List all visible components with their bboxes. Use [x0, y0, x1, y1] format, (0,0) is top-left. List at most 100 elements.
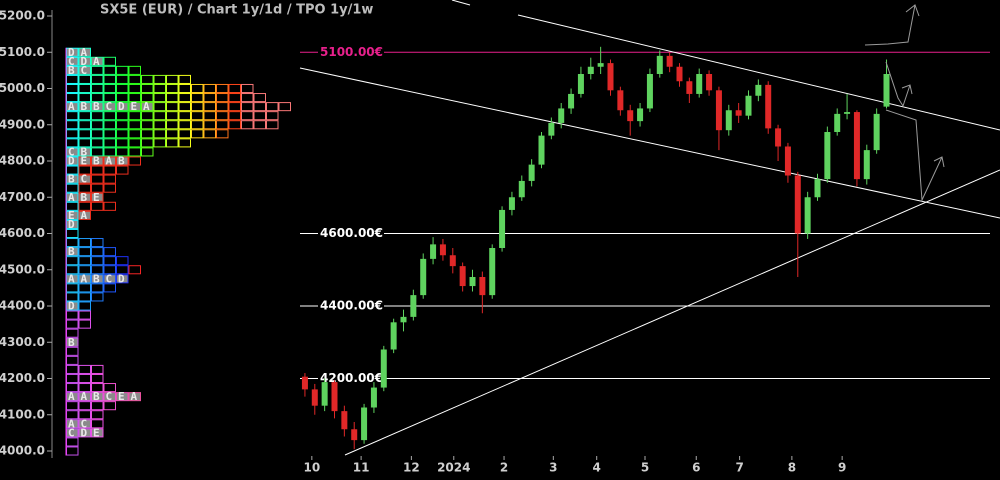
tpo-box — [103, 102, 116, 112]
tpo-box — [203, 111, 216, 121]
trendlines — [299, 0, 1000, 456]
tpo-box — [166, 74, 179, 84]
tpo-box — [91, 283, 104, 293]
tpo-box — [191, 111, 204, 121]
x-tick-label: 5 — [641, 461, 649, 475]
tpo-box — [216, 102, 229, 112]
tpo-box — [141, 93, 154, 103]
tpo-box — [153, 129, 166, 139]
candle-body — [518, 180, 525, 198]
candle-body — [548, 122, 555, 136]
level-label: 4600.00€ — [320, 226, 383, 240]
x-tick-label: 6 — [692, 461, 700, 475]
tpo-box — [78, 102, 91, 112]
tpo-box — [78, 147, 91, 157]
tpo-box — [128, 392, 141, 402]
tpo-row — [66, 201, 116, 211]
candle-body — [725, 110, 732, 131]
tpo-letters: B — [68, 245, 75, 258]
candle-body — [568, 93, 575, 109]
tpo-box — [166, 120, 179, 130]
tpo-box — [78, 419, 91, 429]
tpo-box — [103, 201, 116, 211]
x-tick-label: 12 — [403, 461, 420, 475]
trendline — [517, 14, 1000, 131]
candle-body — [627, 110, 634, 122]
tpo-box — [78, 120, 91, 130]
arrow-head — [905, 4, 920, 17]
tpo-box — [203, 83, 216, 94]
tpo-box — [91, 265, 104, 275]
tpo-row — [66, 147, 154, 157]
tpo-box — [78, 247, 91, 257]
tpo-profile: DACDABCABBCDEACBDEBABBCABEEADBAABCDDBAAB… — [65, 46, 291, 456]
tpo-row — [66, 102, 291, 112]
tpo-box — [178, 74, 191, 84]
candle-body — [321, 382, 328, 406]
tpo-box — [103, 129, 116, 139]
tpo-row — [66, 274, 129, 284]
tpo-box — [78, 292, 91, 302]
tpo-box — [178, 93, 191, 103]
candle-body — [696, 74, 703, 94]
tpo-box — [78, 74, 91, 84]
tpo-box — [103, 111, 116, 121]
candle-body — [834, 113, 841, 132]
candle-body — [706, 74, 713, 91]
tpo-box — [78, 428, 91, 438]
tpo-box — [116, 93, 129, 103]
tpo-box — [128, 147, 141, 157]
tpo-box — [128, 120, 141, 130]
x-tick-label: 2 — [500, 461, 508, 475]
tpo-box — [241, 111, 254, 121]
candle-body — [469, 277, 476, 287]
tpo-box — [166, 83, 179, 94]
tpo-box — [141, 147, 154, 157]
tpo-box — [128, 102, 141, 112]
tpo-box — [103, 174, 116, 184]
tpo-box — [253, 120, 266, 130]
tpo-row — [66, 156, 141, 166]
tpo-box — [91, 183, 104, 193]
candle-body — [775, 128, 782, 147]
tpo-box — [203, 93, 216, 103]
candle-body — [853, 112, 860, 180]
candle-body — [804, 197, 811, 234]
tpo-box — [241, 120, 254, 130]
level-label: 4400.00€ — [320, 299, 383, 313]
tpo-box — [78, 165, 91, 175]
tpo-box — [253, 102, 266, 112]
tpo-box — [91, 165, 104, 175]
tpo-box — [78, 183, 91, 193]
trendline — [451, 0, 471, 6]
tpo-box — [91, 201, 104, 211]
tpo-box — [78, 364, 91, 374]
tpo-box — [191, 120, 204, 130]
candle-body — [883, 74, 890, 107]
candle-body — [558, 108, 565, 123]
tpo-box — [241, 83, 254, 94]
y-tick-label: 5000.0 — [0, 81, 45, 95]
tpo-box — [216, 129, 229, 139]
tpo-box — [116, 265, 129, 275]
candle-body — [380, 349, 387, 388]
y-tick-label: 4900.0 — [0, 117, 45, 131]
tpo-box — [78, 410, 91, 420]
tpo-box — [91, 156, 104, 166]
tpo-box — [178, 102, 191, 112]
tpo-box — [178, 111, 191, 121]
candle-body — [814, 179, 821, 198]
trendline — [344, 169, 1000, 456]
tpo-box — [153, 93, 166, 103]
tpo-box — [91, 74, 104, 84]
candle-body — [390, 322, 397, 350]
tpo-box — [78, 156, 91, 166]
arrow-head — [933, 156, 945, 168]
tpo-box — [166, 138, 179, 148]
tpo-box — [78, 401, 91, 411]
tpo-box — [78, 265, 91, 275]
y-tick-label: 4000.0 — [0, 444, 45, 458]
tpo-box — [78, 310, 91, 320]
tpo-box — [78, 111, 91, 121]
candle-body — [587, 66, 594, 74]
